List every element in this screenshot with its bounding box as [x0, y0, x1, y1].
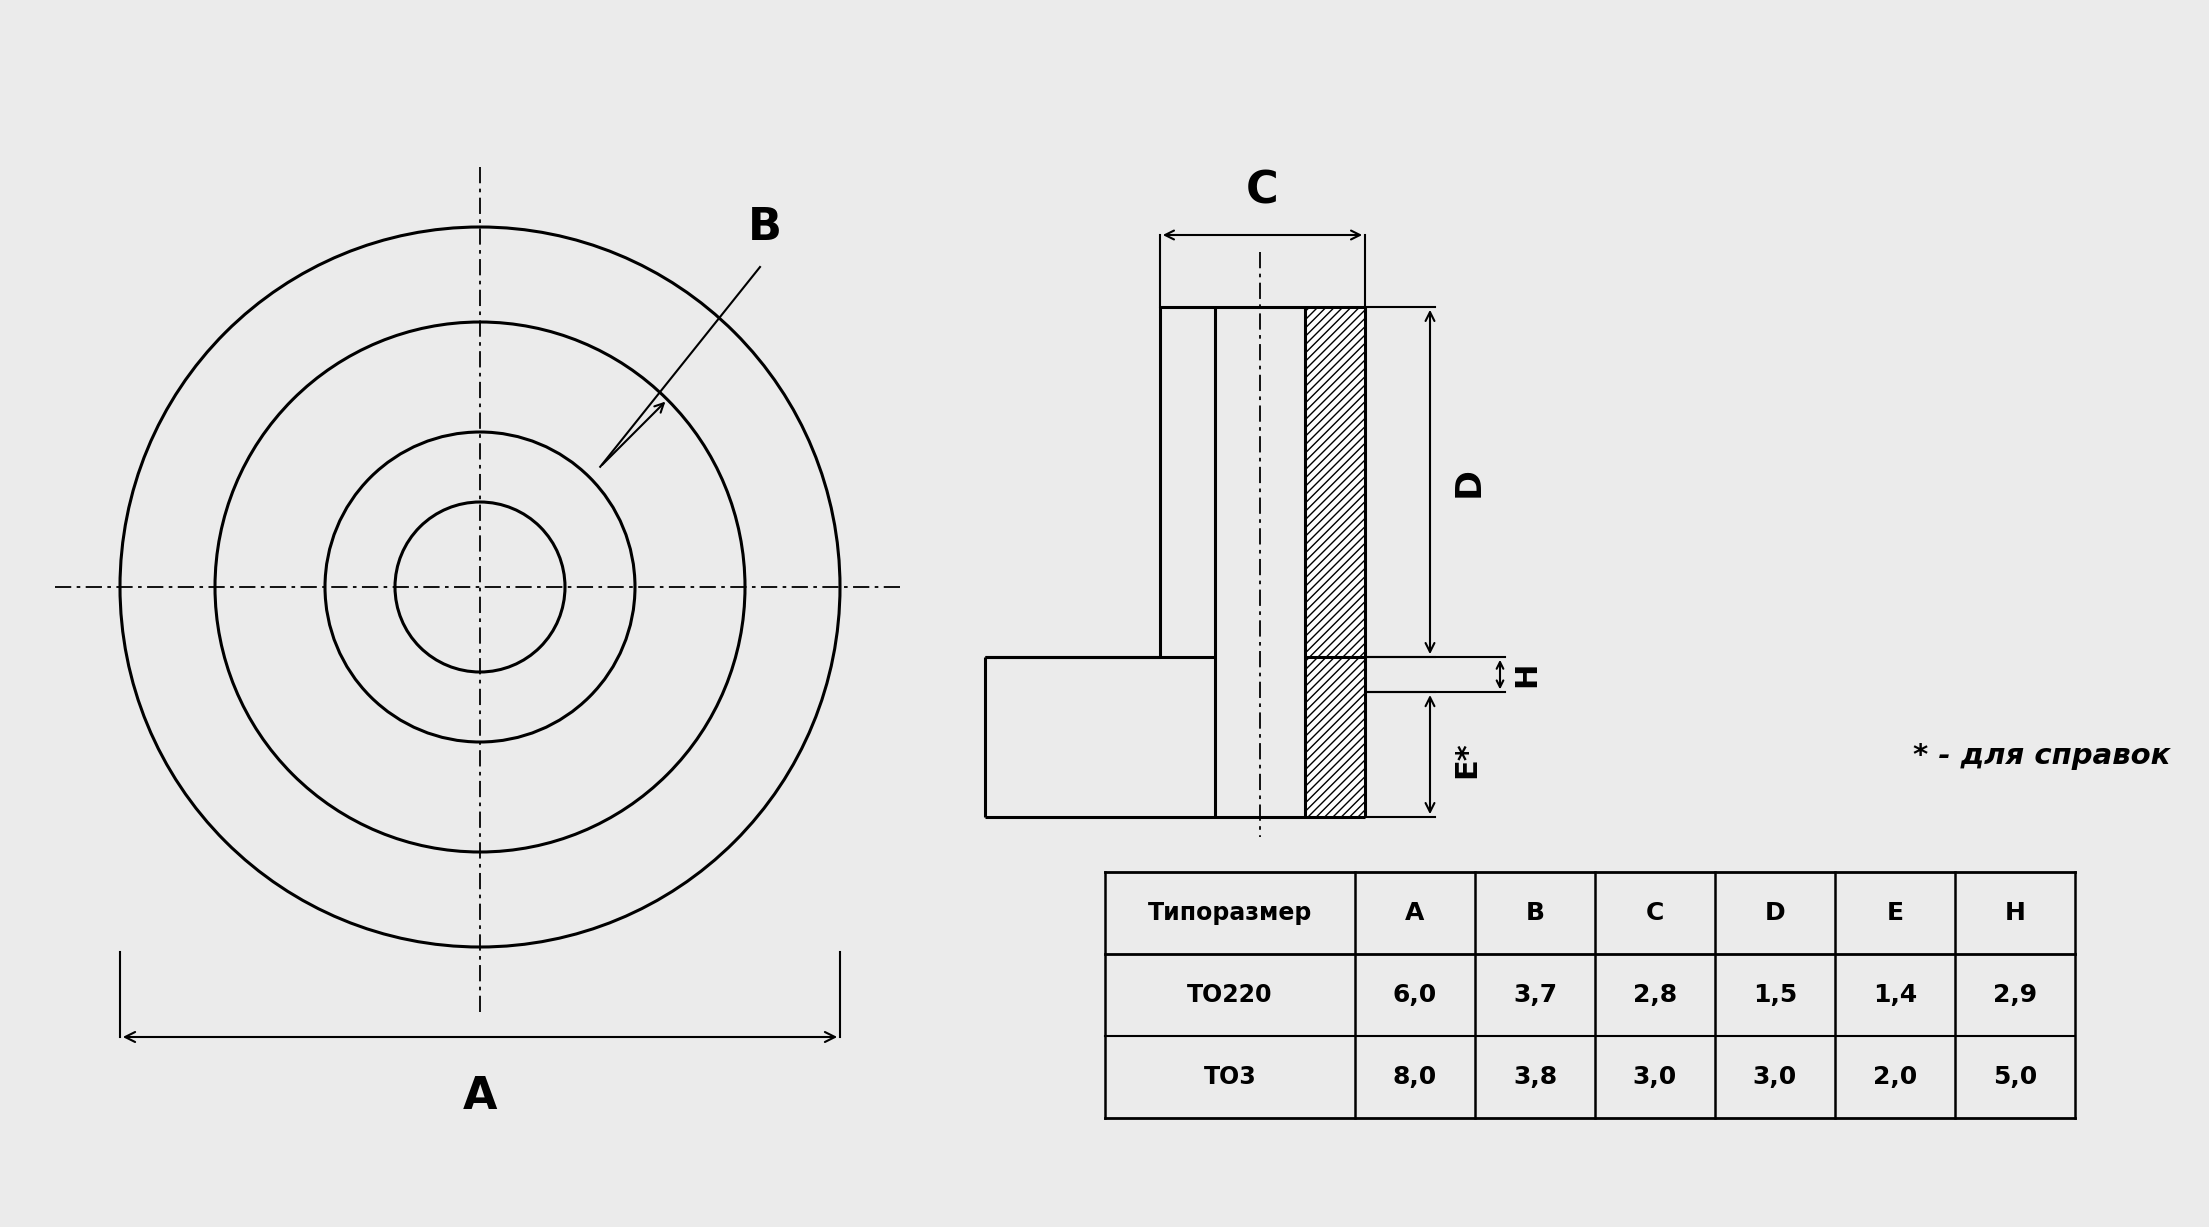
Text: A: A: [1405, 901, 1425, 925]
Text: H: H: [2004, 901, 2026, 925]
Text: B: B: [749, 206, 782, 249]
Text: D: D: [1451, 467, 1487, 497]
Text: C: C: [1246, 171, 1279, 213]
Text: 5,0: 5,0: [1993, 1065, 2037, 1090]
Text: 2,9: 2,9: [1993, 983, 2037, 1007]
Text: 8,0: 8,0: [1394, 1065, 1438, 1090]
Text: 3,8: 3,8: [1513, 1065, 1557, 1090]
Text: 1,4: 1,4: [1873, 983, 1917, 1007]
Text: 3,0: 3,0: [1632, 1065, 1677, 1090]
Text: 3,7: 3,7: [1513, 983, 1557, 1007]
Bar: [1306, 307, 1365, 656]
Bar: [1306, 656, 1365, 817]
Text: ТО3: ТО3: [1204, 1065, 1257, 1090]
Text: Типоразмер: Типоразмер: [1149, 901, 1312, 925]
Text: 2,0: 2,0: [1873, 1065, 1917, 1090]
Text: 2,8: 2,8: [1632, 983, 1677, 1007]
Text: * - для справок: * - для справок: [1913, 742, 2169, 771]
Text: E*: E*: [1451, 741, 1480, 778]
Text: A: A: [462, 1075, 497, 1118]
Text: 6,0: 6,0: [1394, 983, 1438, 1007]
Text: E: E: [1886, 901, 1904, 925]
Text: ТО220: ТО220: [1186, 983, 1272, 1007]
Text: B: B: [1526, 901, 1544, 925]
Text: H: H: [1511, 661, 1542, 687]
Text: 3,0: 3,0: [1754, 1065, 1798, 1090]
Text: 1,5: 1,5: [1754, 983, 1798, 1007]
Text: D: D: [1765, 901, 1785, 925]
Text: C: C: [1646, 901, 1663, 925]
